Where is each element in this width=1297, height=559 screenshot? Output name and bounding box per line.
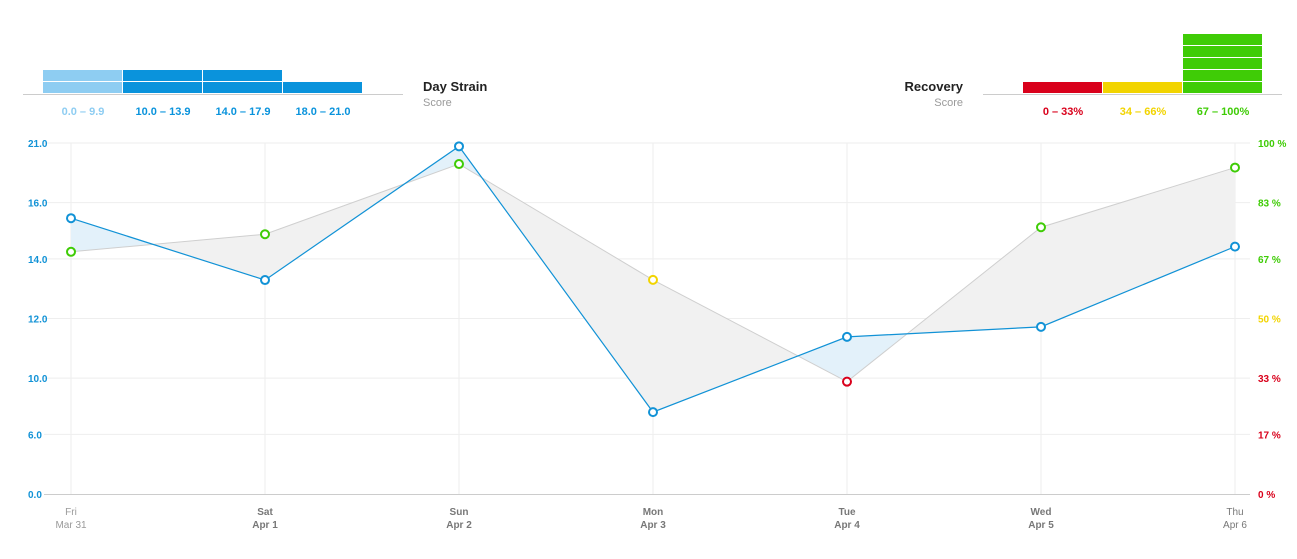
recovery-legend-bar-2-seg-1: [1183, 70, 1262, 81]
left-tick-label-0: 0.0: [28, 490, 42, 501]
area-fill-0-a: [71, 218, 154, 252]
recovery-legend: Recovery Score 0 – 33% 34 – 66% 67 – 100%: [904, 34, 1282, 118]
strain-legend-bar-0-seg-1: [43, 70, 122, 81]
recovery-point-6: [1230, 162, 1240, 173]
recovery-point-4: [842, 376, 852, 387]
recovery-point-1: [260, 229, 270, 240]
right-tick-label-5: 83 %: [1258, 199, 1281, 210]
left-tick-label-3: 12.0: [28, 315, 48, 326]
strain-legend-labels: 0.0 – 9.9 10.0 – 13.9 14.0 – 17.9 18.0 – 21…: [62, 106, 351, 118]
strain-point-0: [66, 213, 76, 224]
recovery-legend-bar-1-seg-0: [1103, 82, 1182, 93]
strain-legend-subtitle: Score: [423, 97, 452, 109]
recovery-point-2: [454, 159, 464, 170]
right-tick-label-0: 0 %: [1258, 490, 1275, 501]
recovery-legend-labels: 0 – 33% 34 – 66% 67 – 100%: [1043, 106, 1250, 118]
strain-point-4: [842, 331, 852, 342]
right-tick-label-3: 50 %: [1258, 315, 1281, 326]
area-fill-0-b: [153, 234, 265, 281]
left-tick-label-1: 6.0: [28, 430, 42, 441]
x-day-label-3: Mon: [643, 507, 664, 518]
strain-point-1: [260, 275, 270, 286]
left-axis-ticks: 0.0 6.0 10.0 12.0 14.0 16.0 21.0: [28, 139, 48, 501]
x-axis-labels: Fri Mar 31 Sat Apr 1 Sun Apr 2 Mon Apr 3 Tue Apr …: [55, 507, 1247, 531]
x-day-label-4: Tue: [838, 507, 855, 518]
area-fill-3-a: [653, 279, 798, 413]
strain-legend-bar-1-seg-1: [123, 70, 202, 81]
x-date-label-1: Apr 1: [252, 520, 278, 531]
recovery-legend-bar-2-seg-2: [1183, 58, 1262, 69]
x-date-label-4: Apr 4: [834, 520, 860, 531]
recovery-legend-bar-2-seg-0: [1183, 82, 1262, 93]
strain-legend-title: Day Strain: [423, 79, 487, 94]
recovery-legend-label-1: 34 – 66%: [1120, 106, 1167, 118]
x-day-label-6: Thu: [1226, 507, 1243, 518]
recovery-legend-label-2: 67 – 100%: [1197, 106, 1250, 118]
strain-legend-label-1: 10.0 – 13.9: [135, 106, 190, 118]
left-tick-label-2: 10.0: [28, 374, 48, 385]
x-date-label-3: Apr 3: [640, 520, 666, 531]
left-tick-label-5: 16.0: [28, 199, 48, 210]
area-fill-5: [1041, 167, 1235, 327]
x-day-label-2: Sun: [450, 507, 469, 518]
strain-legend-bar-3-seg-0: [283, 82, 362, 93]
x-date-label-6: Apr 6: [1223, 520, 1247, 531]
strain-legend-label-0: 0.0 – 9.9: [62, 106, 105, 118]
strain-legend-bar-1-seg-0: [123, 82, 202, 93]
recovery-legend-bar-2-seg-3: [1183, 46, 1262, 57]
right-tick-label-4: 67 %: [1258, 255, 1281, 266]
strain-point-6: [1230, 241, 1240, 252]
strain-legend-bars: [43, 70, 362, 93]
chart-points: [66, 141, 1240, 418]
left-tick-label-4: 14.0: [28, 255, 48, 266]
x-day-label-1: Sat: [257, 507, 273, 518]
strain-point-2: [454, 141, 464, 152]
area-fill-3-b: [797, 336, 847, 382]
strain-point-3: [648, 407, 658, 418]
strain-legend-label-3: 18.0 – 21.0: [295, 106, 350, 118]
right-axis-ticks: 0 % 17 % 33 % 50 % 67 % 83 % 100 %: [1258, 139, 1286, 501]
right-tick-label-2: 33 %: [1258, 374, 1281, 385]
strain-legend: 0.0 – 9.9 10.0 – 13.9 14.0 – 17.9 18.0 – 21…: [23, 70, 487, 118]
left-tick-label-6: 21.0: [28, 139, 48, 150]
strain-legend-bar-2-seg-0: [203, 82, 282, 93]
recovery-legend-subtitle: Score: [934, 97, 963, 109]
recovery-point-3: [648, 274, 658, 285]
x-date-label-0: Mar 31: [55, 520, 87, 531]
right-tick-label-1: 17 %: [1258, 430, 1281, 441]
x-date-label-2: Apr 2: [446, 520, 472, 531]
strain-legend-bar-0-seg-0: [43, 82, 122, 93]
recovery-legend-bar-0-seg-0: [1023, 82, 1102, 93]
right-tick-label-6: 100 %: [1258, 139, 1286, 150]
strain-legend-bar-2-seg-1: [203, 70, 282, 81]
x-day-label-0: Fri: [65, 507, 77, 518]
strain-point-5: [1036, 321, 1046, 332]
recovery-legend-label-0: 0 – 33%: [1043, 106, 1084, 118]
recovery-legend-title: Recovery: [904, 79, 963, 94]
strain-legend-label-2: 14.0 – 17.9: [215, 106, 270, 118]
recovery-legend-bar-2-seg-4: [1183, 34, 1262, 45]
recovery-legend-bars: [1023, 34, 1262, 93]
x-day-label-5: Wed: [1031, 507, 1052, 518]
recovery-point-0: [66, 246, 76, 257]
x-date-label-5: Apr 5: [1028, 520, 1054, 531]
recovery-point-5: [1036, 222, 1046, 233]
